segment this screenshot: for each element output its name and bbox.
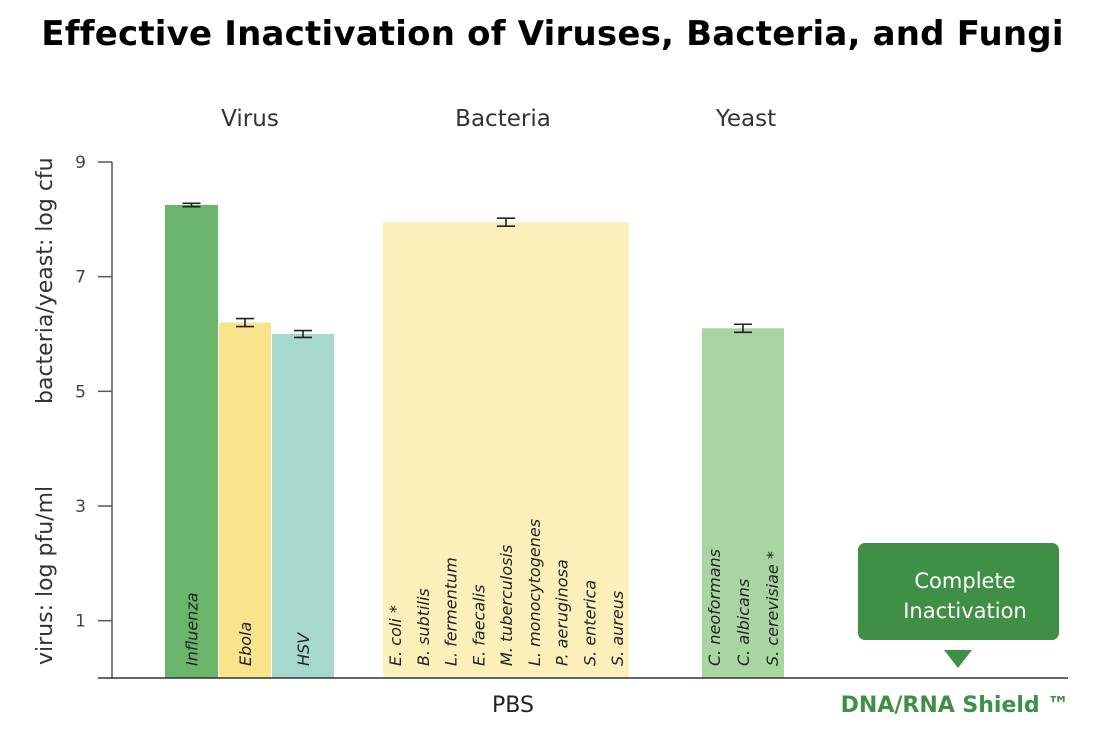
y-axis-label-bottom: virus: log pfu/ml <box>33 486 58 665</box>
bar-label: L. fermentum <box>442 557 461 666</box>
callout-box <box>858 543 1059 640</box>
bar-label: C. albicans <box>734 579 753 666</box>
complete-inactivation-callout: Complete Inactivation <box>858 543 1059 668</box>
callout-text: Complete <box>914 569 1015 593</box>
group-label: Virus <box>221 106 279 132</box>
bar-label: S. enterica <box>580 580 599 666</box>
x-category-label: PBS <box>492 693 534 718</box>
y-tick-label: 3 <box>75 497 86 517</box>
bar-label: M. tuberculosis <box>497 545 516 666</box>
bar <box>702 328 784 678</box>
bar-label: E. faecalis <box>469 585 488 666</box>
bar-label: C. neoformans <box>705 549 724 666</box>
bar-label: E. coli * <box>386 605 405 666</box>
group-label: Bacteria <box>455 106 551 132</box>
error-bar <box>182 202 201 208</box>
x-axis: PBS DNA/RNA Shield ™ <box>98 677 1070 718</box>
error-bar <box>294 329 312 339</box>
bar <box>272 334 334 678</box>
callout-arrow-icon <box>944 650 972 668</box>
chart-title: Effective Inactivation of Viruses, Bacte… <box>41 14 1064 54</box>
y-axis-label-top: bacteria/yeast: log cfu <box>33 157 58 404</box>
error-bar <box>236 317 254 328</box>
y-axis: 1 3 5 7 9 <box>75 153 113 678</box>
x-category-label: DNA/RNA Shield ™ <box>841 693 1070 718</box>
bar-label: B. subtilis <box>414 588 433 666</box>
bar-label: S. aureus <box>608 591 627 666</box>
bar-label: P. aeruginosa <box>553 559 572 666</box>
bar <box>165 205 218 678</box>
y-tick-label: 9 <box>75 153 86 173</box>
bar <box>383 222 629 678</box>
bars-layer: Influenza Ebola HSV E. coli * B. subtilis L. … <box>165 106 784 678</box>
y-tick-label: 5 <box>75 382 86 402</box>
bar-label: Influenza <box>183 592 202 666</box>
error-bar <box>497 217 515 228</box>
bar-label: L. monocytogenes <box>525 519 544 666</box>
y-tick-label: 7 <box>75 268 86 288</box>
callout-text: Inactivation <box>903 599 1027 623</box>
bar-label: HSV <box>294 632 313 666</box>
bar <box>219 322 271 678</box>
y-tick-label: 1 <box>75 612 86 632</box>
error-bar <box>734 323 752 334</box>
bar-label: S. cerevisiae * <box>763 551 782 666</box>
group-label: Yeast <box>715 106 776 132</box>
bar-label: Ebola <box>236 622 255 666</box>
